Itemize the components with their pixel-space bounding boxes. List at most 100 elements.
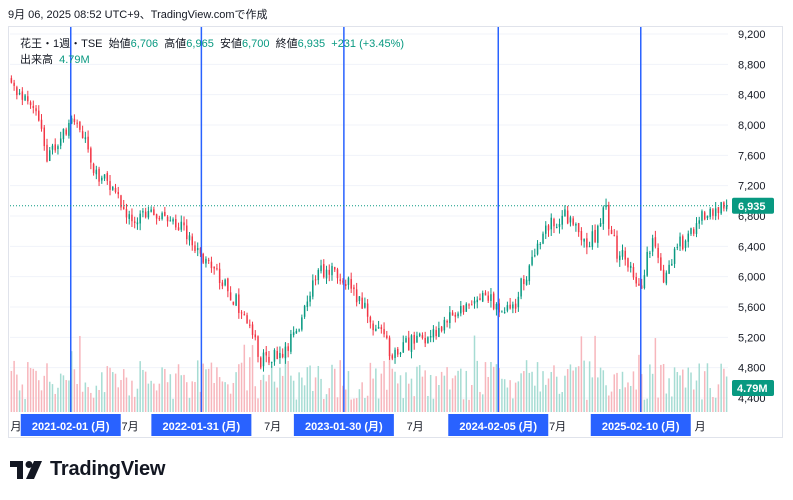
candle-body (424, 337, 426, 344)
volume-bar (128, 395, 130, 412)
volume-bar (388, 339, 391, 412)
candle-body (599, 223, 602, 227)
candle-body (501, 311, 503, 313)
volume-bar (698, 363, 700, 412)
candle-body (561, 215, 563, 225)
legend-symbol[interactable]: 花王・1週・TSE (20, 38, 103, 50)
candle-body (342, 280, 344, 283)
volume-bar (643, 399, 646, 412)
volume-bar (205, 369, 207, 412)
candle-body (588, 246, 591, 248)
candle-body (205, 258, 207, 264)
legend-volume-label: 出来高 (20, 54, 53, 66)
volume-bar (314, 377, 317, 412)
candle-body (249, 324, 251, 326)
volume-bar (665, 393, 668, 412)
candle-body (114, 187, 117, 193)
volume-bar (706, 363, 709, 412)
candle-body (10, 78, 13, 83)
volume-bar (98, 389, 100, 412)
volume-bar (473, 335, 476, 412)
chart-frame[interactable] (8, 26, 783, 438)
volume-bar (161, 367, 163, 412)
date-badge-text: 2025-02-10 (月) (602, 420, 680, 433)
volume-bar (383, 361, 385, 412)
volume-bar (484, 362, 487, 412)
volume-bar (651, 373, 654, 412)
candle-body (320, 265, 322, 272)
candle-body (706, 215, 709, 219)
volume-bar (172, 398, 174, 412)
candle-body (251, 324, 254, 336)
volume-bar (342, 385, 344, 412)
volume-bar (103, 392, 106, 412)
candle-body (514, 303, 517, 309)
candle-body (703, 212, 706, 220)
legend-low: 6,700 (241, 38, 270, 50)
volume-bar (257, 398, 259, 412)
candle-body (638, 283, 640, 286)
volume-bar (525, 360, 528, 412)
candle-body (229, 292, 232, 301)
volume-bar (218, 377, 221, 412)
volume-bar (621, 371, 624, 412)
time-axis: 2021-02-01 (月) 2022-01-31 (月) 2023-01-30 (… (11, 414, 706, 436)
volume-bar (312, 390, 314, 412)
candle-body (457, 313, 459, 317)
candle-body (476, 299, 479, 303)
candle-body (695, 223, 698, 234)
volume-bar (213, 382, 215, 412)
volume-bar (229, 393, 232, 412)
volume-bar (440, 371, 443, 412)
candle-body (709, 208, 711, 217)
candle-body (575, 223, 577, 226)
volume-bar (632, 371, 635, 412)
candle-body (32, 105, 35, 108)
time-tick-label: 月 (11, 421, 22, 433)
candle-body (690, 228, 692, 234)
candle-body (640, 285, 643, 289)
candle-body (336, 269, 339, 279)
candle-body (240, 312, 243, 314)
year-marker-lines (69, 27, 642, 412)
candle-body (142, 211, 144, 213)
legend-low-label: 安値 (219, 38, 242, 50)
candle-body (506, 305, 509, 311)
candle-body (183, 222, 185, 226)
volume-bar (364, 397, 366, 412)
volume-bar (399, 375, 402, 412)
candle-body (558, 224, 561, 227)
volume-bar (545, 384, 547, 412)
volume-bar (555, 376, 558, 412)
volume-bar (638, 354, 640, 412)
candle-body (503, 312, 506, 314)
volume-bar (265, 381, 267, 412)
volume-bar (635, 389, 637, 412)
volume-bar (654, 338, 657, 412)
date-badge-text: 2024-02-05 (月) (459, 420, 537, 433)
volume-bar (353, 398, 355, 412)
candle-body (407, 337, 410, 351)
volume-bar (350, 399, 352, 412)
volume-bar (432, 398, 435, 412)
volume-bar (462, 399, 465, 412)
volume-bar (712, 397, 714, 412)
candle-body (194, 245, 196, 251)
candle-body (597, 225, 599, 243)
candle-body (103, 174, 106, 179)
candle-body (48, 150, 51, 161)
volume-bar (92, 397, 95, 412)
volume-bar (618, 389, 621, 412)
volume-bar (328, 388, 331, 412)
volume-bar (629, 385, 632, 412)
candle-body (432, 329, 435, 338)
tradingview-logo[interactable]: TradingView (10, 458, 165, 481)
candle-body (388, 337, 391, 357)
volume-bar (640, 374, 643, 412)
candle-body (555, 227, 558, 229)
date-badge (151, 414, 252, 436)
candle-body (701, 211, 703, 221)
candle-body (366, 303, 369, 317)
candle-body (273, 350, 276, 362)
